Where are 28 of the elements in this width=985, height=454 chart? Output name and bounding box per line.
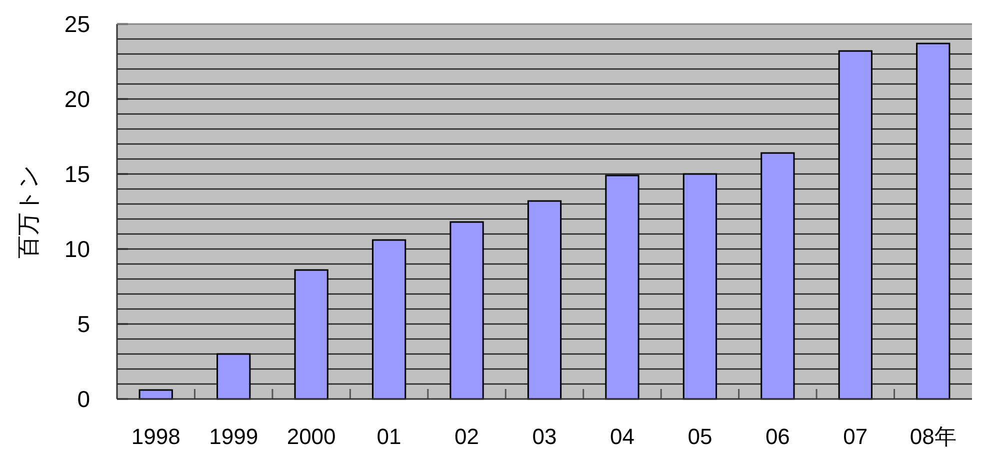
y-tick-label: 25 xyxy=(64,11,90,37)
x-tick-label: 02 xyxy=(454,424,480,449)
y-axis-title: 百万トン xyxy=(15,164,41,258)
y-tick-label: 10 xyxy=(64,236,90,262)
x-tick-label: 01 xyxy=(376,424,402,449)
x-tick-label: 07 xyxy=(843,424,868,449)
x-tick-label: 08年 xyxy=(910,424,956,449)
x-tick-label: 2000 xyxy=(286,424,336,449)
x-tick-label: 1999 xyxy=(209,424,258,449)
x-tick-label: 04 xyxy=(610,424,634,449)
bar xyxy=(605,174,640,400)
bar xyxy=(682,173,718,400)
x-tick-label: 06 xyxy=(765,424,790,449)
bar xyxy=(838,50,872,400)
x-tick-label: 03 xyxy=(532,424,557,449)
y-tick-label: 0 xyxy=(77,386,90,412)
bar xyxy=(372,239,406,400)
bar xyxy=(450,221,484,400)
x-tick-label: 1998 xyxy=(131,424,180,449)
bar xyxy=(527,200,562,400)
bar xyxy=(216,353,251,400)
y-tick-label: 20 xyxy=(64,86,90,112)
bar xyxy=(916,42,950,400)
x-tick-label: 05 xyxy=(688,424,712,449)
y-tick-label: 15 xyxy=(64,161,90,187)
bar xyxy=(760,152,795,400)
bar xyxy=(294,269,328,400)
y-tick-label: 5 xyxy=(77,311,90,337)
